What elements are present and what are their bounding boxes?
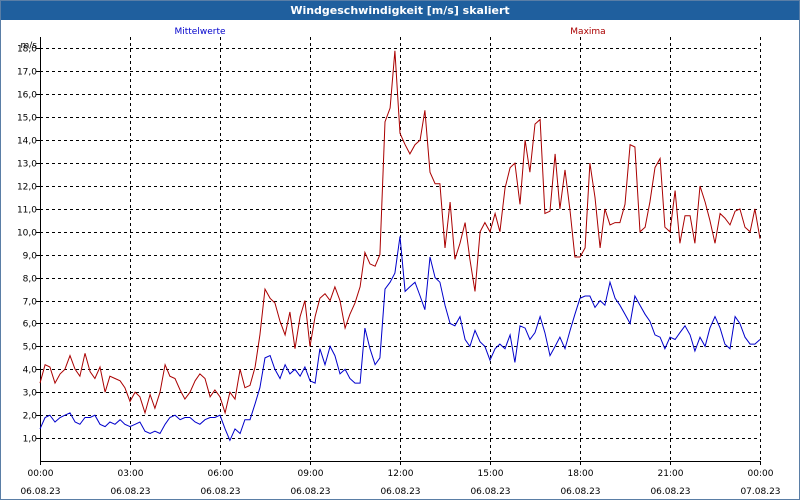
- x-tick-time: 00:00: [28, 469, 54, 479]
- y-tick-label: 8,0: [23, 275, 38, 285]
- y-axis-label: m/s: [21, 41, 38, 51]
- x-tick-time: 15:00: [478, 469, 504, 479]
- x-tick-date: 06.08.23: [470, 487, 510, 497]
- x-tick-date: 06.08.23: [560, 487, 600, 497]
- y-tick-label: 6,0: [23, 320, 38, 330]
- mittelwerte-line: [39, 236, 761, 442]
- axes: [36, 37, 761, 465]
- y-tick-label: 5,0: [23, 343, 38, 353]
- y-tick-label: 12,0: [17, 183, 37, 193]
- y-tick-label: 13,0: [17, 160, 37, 170]
- x-tick-time: 12:00: [388, 469, 414, 479]
- x-tick-time: 18:00: [568, 469, 594, 479]
- y-tick-label: 17,0: [17, 68, 37, 78]
- y-tick-label: 7,0: [23, 298, 38, 308]
- y-tick-label: 18,0: [17, 45, 37, 55]
- x-tick-date: 06.08.23: [650, 487, 690, 497]
- legend-mittelwerte: Mittelwerte: [174, 27, 225, 37]
- x-tick-labels: 00:00 06.08.23 03:00 06.08.23 06:00 06.08.23 0…: [20, 469, 780, 497]
- x-tick-date: 07.08.23: [740, 487, 780, 497]
- legend: Mittelwerte Maxima: [174, 27, 605, 37]
- y-tick-label: 2,0: [23, 412, 38, 422]
- maxima-line: [39, 50, 761, 415]
- x-tick-time: 09:00: [298, 469, 324, 479]
- x-tick-date: 06.08.23: [200, 487, 240, 497]
- y-tick-label: 9,0: [23, 252, 38, 262]
- series-lines: [39, 50, 761, 442]
- grid-lines: [40, 37, 761, 461]
- window-title: Windgeschwindigkeit [m/s] skaliert: [1, 1, 799, 20]
- y-tick-label: 16,0: [17, 91, 37, 101]
- x-tick-time: 21:00: [658, 469, 684, 479]
- y-tick-label: 15,0: [17, 114, 37, 124]
- y-tick-label: 3,0: [23, 389, 38, 399]
- x-tick-time: 00:00: [748, 469, 774, 479]
- x-tick-date: 06.08.23: [20, 487, 60, 497]
- y-tick-label: 4,0: [23, 366, 38, 376]
- x-tick-date: 06.08.23: [290, 487, 330, 497]
- legend-maxima: Maxima: [570, 27, 605, 37]
- x-tick-time: 06:00: [208, 469, 234, 479]
- y-tick-label: 1,0: [23, 435, 38, 445]
- y-tick-labels: 1,0 2,0 3,0 4,0 5,0 6,0 7,0 8,0 9,0 10,0 11,0 12,0 1…: [17, 41, 37, 445]
- y-tick-label: 10,0: [17, 229, 37, 239]
- y-tick-label: 11,0: [17, 206, 37, 216]
- x-tick-date: 06.08.23: [110, 487, 150, 497]
- y-tick-label: 14,0: [17, 137, 37, 147]
- x-tick-date: 06.08.23: [380, 487, 420, 497]
- x-tick-time: 03:00: [118, 469, 144, 479]
